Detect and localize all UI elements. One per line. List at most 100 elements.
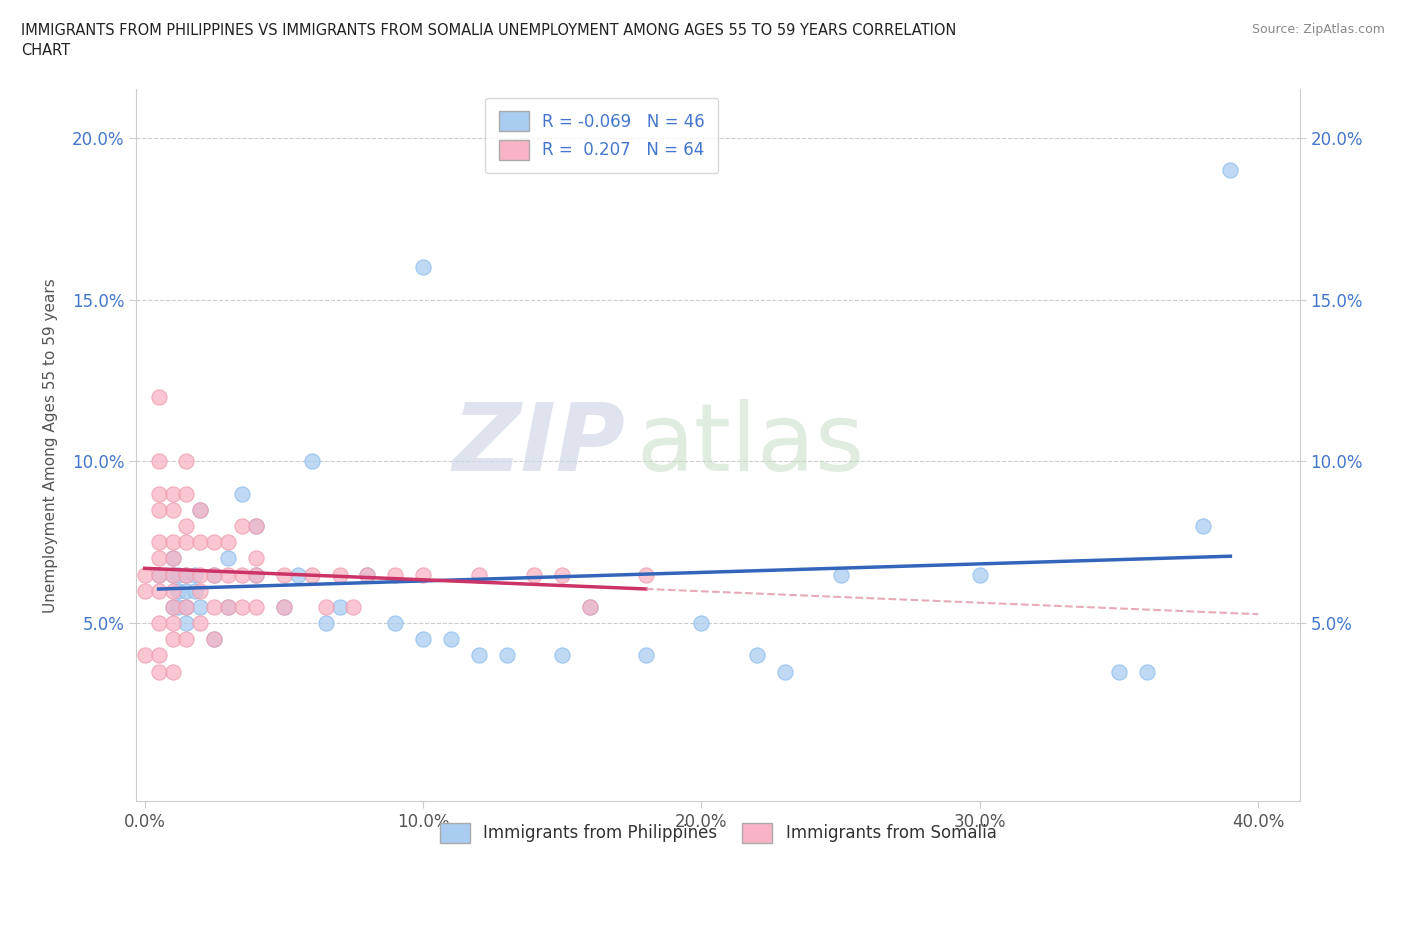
- Point: [231, 519, 253, 534]
- Point: [162, 486, 184, 501]
- Point: [690, 616, 713, 631]
- Text: atlas: atlas: [637, 399, 865, 491]
- Point: [384, 567, 406, 582]
- Point: [148, 583, 170, 598]
- Point: [467, 648, 489, 663]
- Point: [162, 551, 184, 565]
- Point: [202, 631, 225, 646]
- Point: [148, 664, 170, 679]
- Point: [176, 486, 198, 501]
- Point: [217, 567, 239, 582]
- Point: [245, 519, 267, 534]
- Point: [148, 502, 170, 517]
- Point: [184, 583, 207, 598]
- Point: [273, 600, 295, 615]
- Point: [328, 600, 350, 615]
- Point: [634, 567, 657, 582]
- Y-axis label: Unemployment Among Ages 55 to 59 years: Unemployment Among Ages 55 to 59 years: [44, 278, 58, 613]
- Point: [202, 600, 225, 615]
- Point: [188, 616, 211, 631]
- Point: [1219, 163, 1241, 178]
- Point: [412, 567, 434, 582]
- Point: [440, 631, 463, 646]
- Point: [162, 600, 184, 615]
- Point: [1136, 664, 1159, 679]
- Point: [245, 519, 267, 534]
- Point: [176, 567, 198, 582]
- Point: [579, 600, 602, 615]
- Point: [162, 567, 184, 582]
- Point: [551, 648, 574, 663]
- Point: [162, 600, 184, 615]
- Point: [167, 583, 190, 598]
- Point: [176, 583, 198, 598]
- Point: [467, 567, 489, 582]
- Point: [176, 535, 198, 550]
- Point: [176, 519, 198, 534]
- Point: [384, 616, 406, 631]
- Point: [148, 616, 170, 631]
- Point: [217, 535, 239, 550]
- Point: [412, 259, 434, 274]
- Point: [162, 535, 184, 550]
- Point: [176, 600, 198, 615]
- Point: [162, 616, 184, 631]
- Point: [634, 648, 657, 663]
- Point: [202, 567, 225, 582]
- Point: [273, 600, 295, 615]
- Point: [162, 583, 184, 598]
- Point: [148, 567, 170, 582]
- Point: [167, 567, 190, 582]
- Point: [773, 664, 796, 679]
- Point: [315, 616, 337, 631]
- Point: [315, 600, 337, 615]
- Point: [245, 567, 267, 582]
- Point: [148, 551, 170, 565]
- Legend: Immigrants from Philippines, Immigrants from Somalia: Immigrants from Philippines, Immigrants …: [433, 816, 1002, 849]
- Point: [176, 454, 198, 469]
- Point: [134, 648, 156, 663]
- Point: [231, 567, 253, 582]
- Point: [273, 567, 295, 582]
- Point: [356, 567, 378, 582]
- Point: [202, 631, 225, 646]
- Point: [176, 616, 198, 631]
- Point: [134, 583, 156, 598]
- Point: [579, 600, 602, 615]
- Point: [188, 583, 211, 598]
- Point: [202, 535, 225, 550]
- Point: [188, 502, 211, 517]
- Text: ZIP: ZIP: [453, 399, 626, 491]
- Point: [148, 486, 170, 501]
- Point: [148, 648, 170, 663]
- Point: [245, 600, 267, 615]
- Point: [162, 567, 184, 582]
- Text: Source: ZipAtlas.com: Source: ZipAtlas.com: [1251, 23, 1385, 36]
- Point: [176, 631, 198, 646]
- Point: [188, 535, 211, 550]
- Point: [202, 567, 225, 582]
- Point: [184, 567, 207, 582]
- Point: [217, 600, 239, 615]
- Point: [148, 535, 170, 550]
- Point: [245, 551, 267, 565]
- Point: [162, 664, 184, 679]
- Point: [176, 600, 198, 615]
- Point: [301, 454, 323, 469]
- Point: [148, 567, 170, 582]
- Point: [356, 567, 378, 582]
- Point: [412, 631, 434, 646]
- Point: [245, 567, 267, 582]
- Point: [167, 600, 190, 615]
- Point: [1191, 519, 1213, 534]
- Point: [830, 567, 852, 582]
- Point: [551, 567, 574, 582]
- Point: [342, 600, 364, 615]
- Point: [495, 648, 517, 663]
- Point: [287, 567, 309, 582]
- Point: [188, 502, 211, 517]
- Point: [217, 600, 239, 615]
- Point: [162, 631, 184, 646]
- Point: [148, 390, 170, 405]
- Point: [188, 567, 211, 582]
